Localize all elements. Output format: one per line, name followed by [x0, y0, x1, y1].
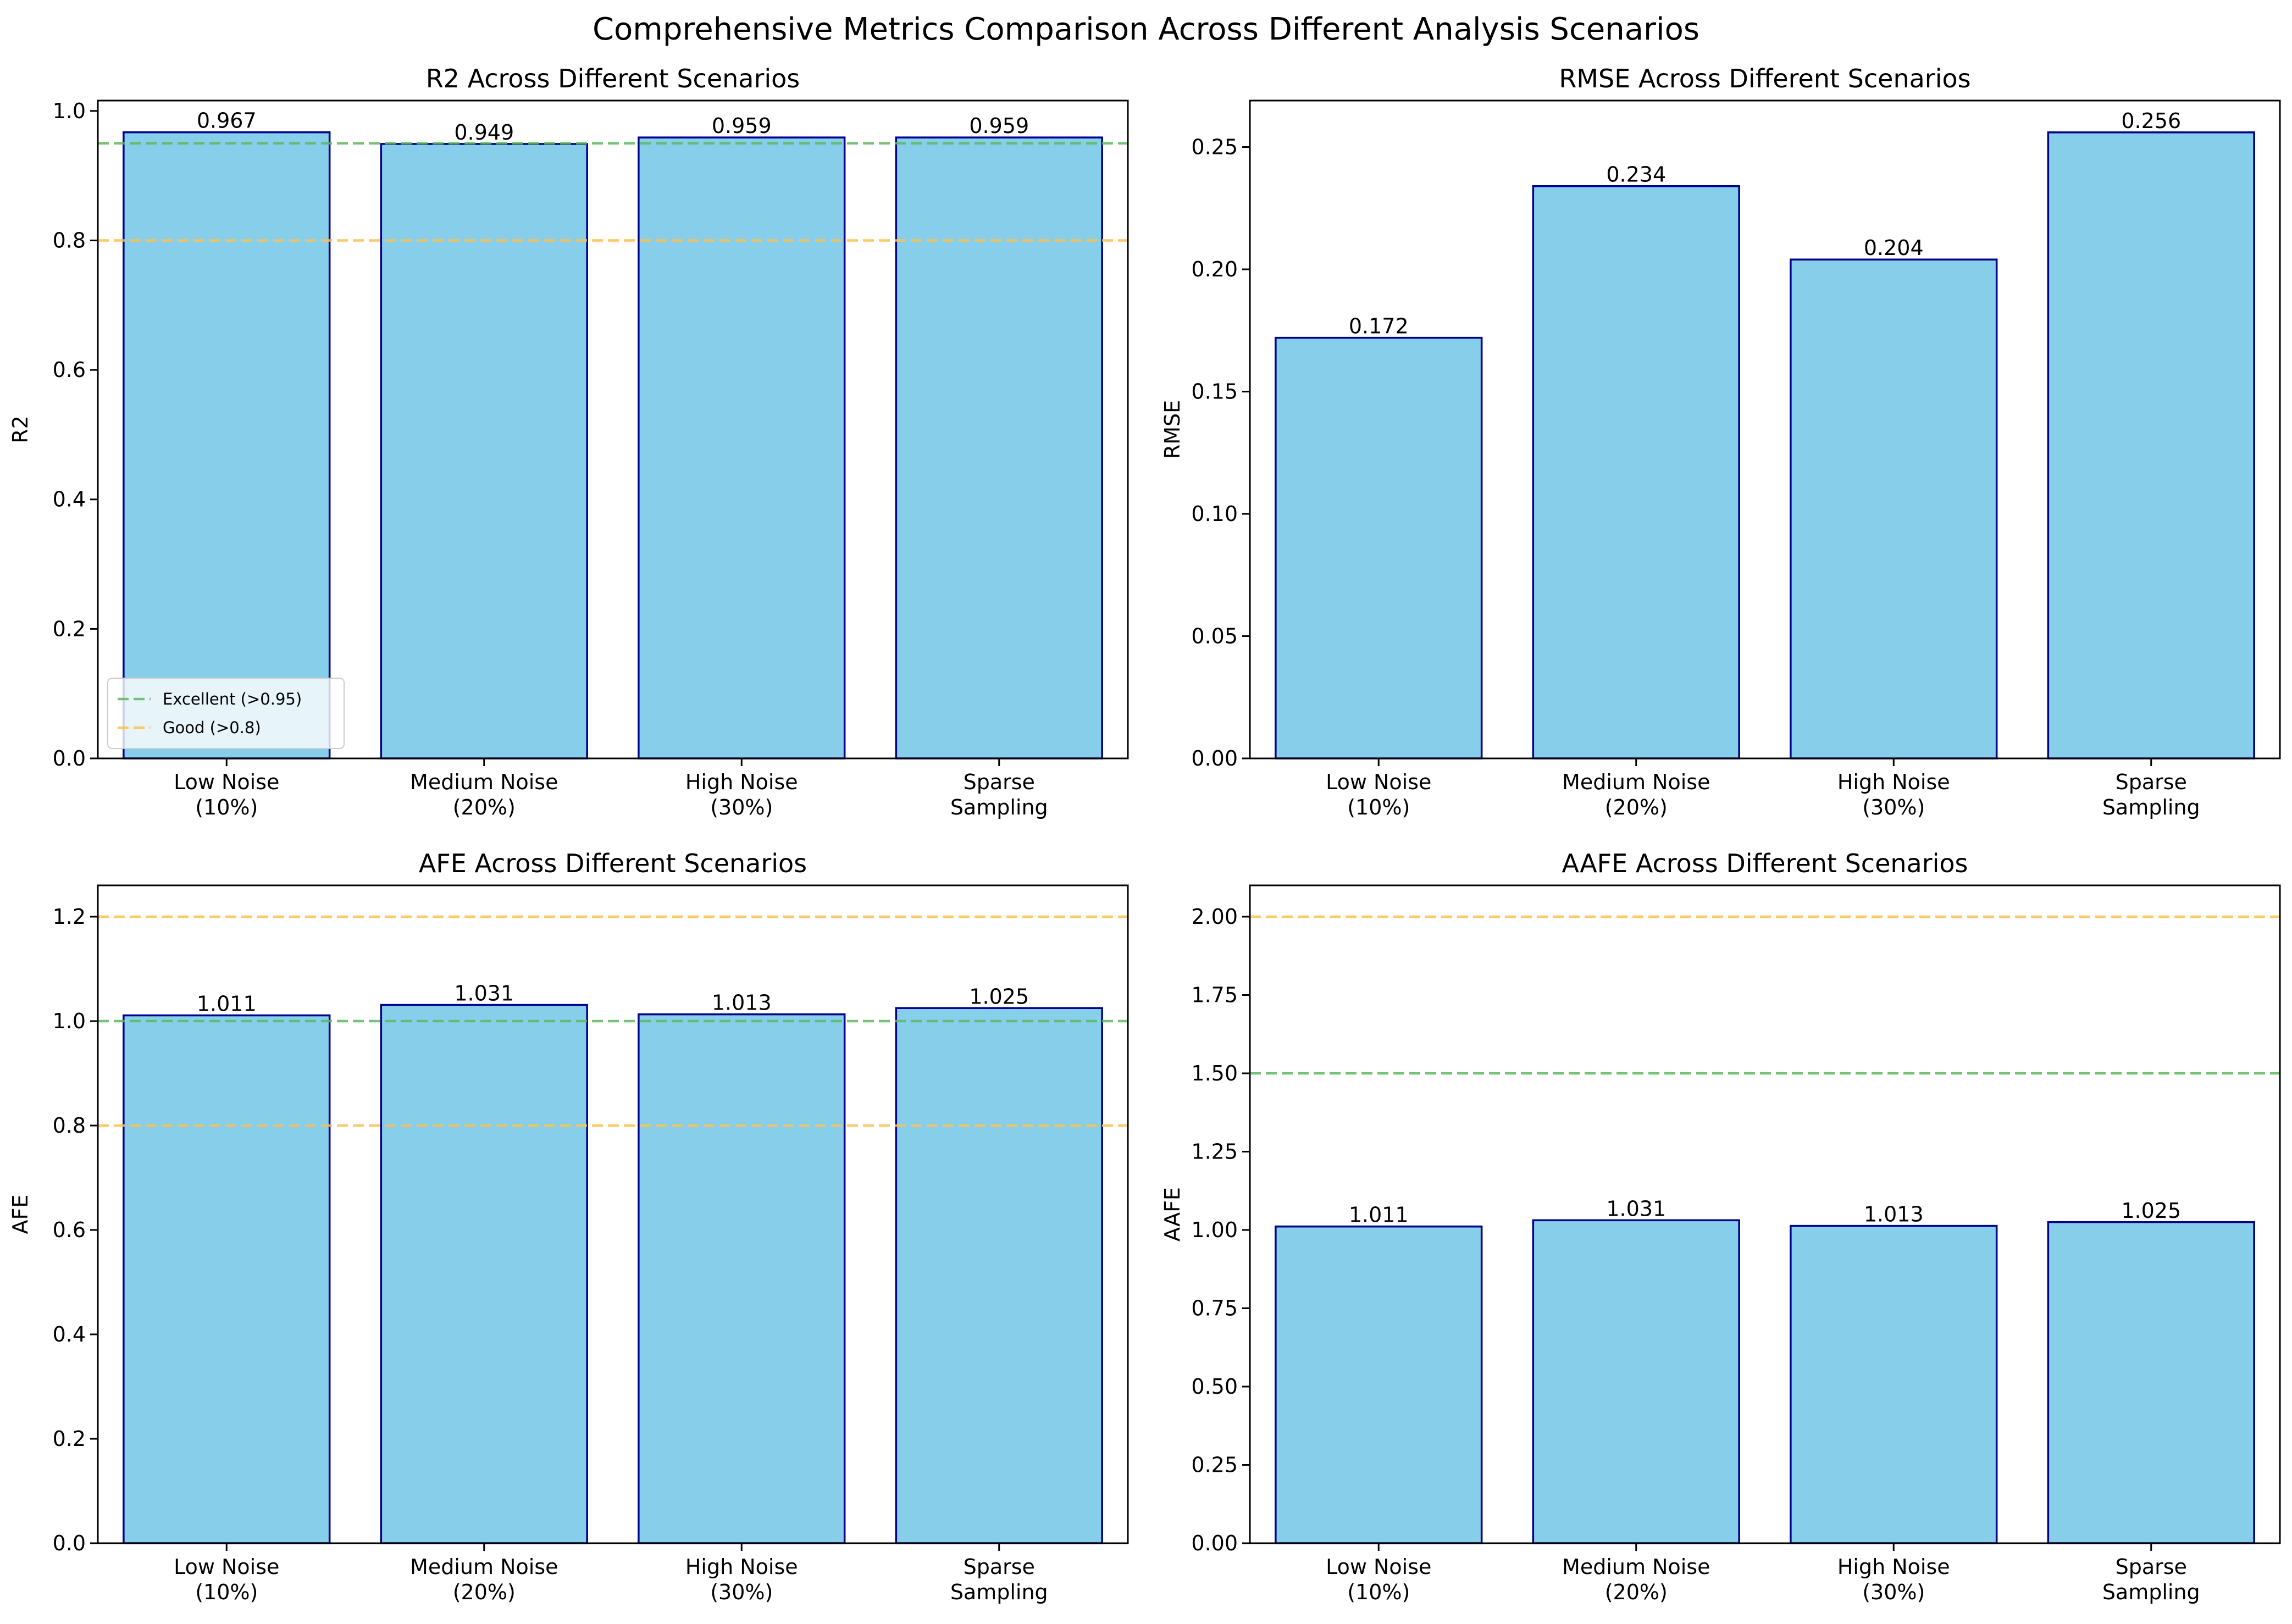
- bar-value-label: 1.031: [454, 982, 514, 1006]
- bar-value-label: 1.011: [1349, 1203, 1409, 1227]
- bar-value-label: 1.025: [2121, 1199, 2181, 1223]
- figure-title: Comprehensive Metrics Comparison Across …: [593, 12, 1699, 47]
- bar-value-label: 0.234: [1606, 163, 1666, 187]
- x-tick-label: Sparse Sampling: [950, 770, 1048, 819]
- y-tick-label: 0.20: [1191, 257, 1238, 281]
- bar: [895, 136, 1103, 760]
- y-tick-label: 0.25: [1191, 1453, 1238, 1477]
- bar: [1532, 1219, 1740, 1544]
- x-tick-label: High Noise (30%): [685, 770, 798, 819]
- bar-value-label: 0.204: [1864, 236, 1924, 260]
- y-tick-label: 0.00: [1191, 1531, 1238, 1555]
- legend-label: Excellent (>0.95): [163, 690, 302, 708]
- y-tick-label: 0.8: [53, 228, 86, 252]
- y-tick-label: 0.8: [53, 1113, 86, 1138]
- x-tick-label: Sparse Sampling: [2102, 770, 2200, 819]
- bar: [638, 1013, 846, 1544]
- y-axis-label: AAFE: [1160, 1187, 1184, 1241]
- bar-value-label: 1.031: [1606, 1196, 1666, 1221]
- bar-value-label: 1.011: [197, 992, 257, 1016]
- y-tick-label: 1.00: [1191, 1218, 1238, 1242]
- bar-value-label: 1.013: [1864, 1202, 1924, 1227]
- bar: [1275, 1225, 1483, 1544]
- x-tick-label: Sparse Sampling: [950, 1555, 1048, 1604]
- panel-title: AFE Across Different Scenarios: [419, 849, 807, 878]
- x-tick-label: High Noise (30%): [685, 1555, 798, 1604]
- y-tick-label: 0.0: [53, 1531, 86, 1555]
- x-tick-label: Low Noise (10%): [174, 770, 279, 819]
- bar: [2047, 131, 2255, 760]
- legend-box: [107, 678, 345, 749]
- legend: Excellent (>0.95) Good (>0.8): [107, 678, 345, 749]
- bar-value-label: 1.025: [969, 984, 1029, 1008]
- bar: [2047, 1221, 2255, 1544]
- bar-value-label: 0.256: [2121, 109, 2181, 133]
- bar: [380, 143, 588, 760]
- x-tick-label: Low Noise (10%): [1326, 770, 1431, 819]
- y-tick-label: 0.4: [53, 1322, 86, 1346]
- y-tick-label: 0.0: [53, 746, 86, 771]
- bar: [1790, 258, 1998, 760]
- axes-frame: [1249, 99, 2281, 760]
- bar: [380, 1004, 588, 1544]
- y-tick-label: 1.0: [53, 1009, 86, 1033]
- x-tick-label: Low Noise (10%): [174, 1555, 279, 1604]
- x-tick-label: Medium Noise (20%): [1562, 770, 1710, 819]
- y-tick-label: 0.6: [53, 1218, 86, 1242]
- bar-value-label: 0.959: [712, 114, 772, 138]
- panel-title: AAFE Across Different Scenarios: [1562, 849, 1968, 878]
- bar: [123, 1014, 331, 1544]
- x-tick-label: High Noise (30%): [1837, 770, 1950, 819]
- bar-value-label: 0.967: [197, 109, 257, 133]
- y-tick-label: 0.2: [53, 617, 86, 641]
- bar-value-label: 0.172: [1349, 314, 1409, 339]
- chart-panel-2: RMSE Across Different Scenarios RMSE 0.172…: [1160, 64, 2281, 819]
- axes-frame: [97, 99, 1129, 760]
- y-tick-label: 0.00: [1191, 746, 1238, 771]
- chart-panel-4: AAFE Across Different Scenarios AAFE 1.011…: [1160, 849, 2281, 1604]
- y-tick-label: 1.75: [1191, 983, 1238, 1007]
- bar-value-label: 0.949: [454, 120, 514, 145]
- chart-panel-3: AFE Across Different Scenarios AFE 1.011 1.…: [8, 849, 1129, 1604]
- bar: [1790, 1224, 1998, 1544]
- x-tick-label: Sparse Sampling: [2102, 1555, 2200, 1604]
- y-tick-label: 1.0: [53, 99, 86, 123]
- y-tick-label: 0.15: [1191, 380, 1238, 404]
- axes-frame: [1249, 884, 2281, 1544]
- y-tick-label: 0.4: [53, 487, 86, 512]
- y-tick-label: 2.00: [1191, 905, 1238, 929]
- bar: [638, 136, 846, 760]
- x-tick-label: Medium Noise (20%): [410, 770, 558, 819]
- y-tick-label: 0.05: [1191, 624, 1238, 649]
- y-tick-label: 0.2: [53, 1427, 86, 1451]
- y-tick-label: 1.2: [53, 905, 86, 929]
- bar-value-label: 1.013: [712, 991, 772, 1015]
- panel-title: RMSE Across Different Scenarios: [1559, 64, 1970, 93]
- bar: [123, 131, 331, 760]
- y-tick-label: 0.25: [1191, 135, 1238, 159]
- x-tick-label: Low Noise (10%): [1326, 1555, 1431, 1604]
- bar: [895, 1007, 1103, 1544]
- chart-panels: R2 Across Different Scenarios R2 0.967 0.94…: [8, 64, 2281, 1604]
- x-tick-label: Medium Noise (20%): [410, 1555, 558, 1604]
- x-tick-label: High Noise (30%): [1837, 1555, 1950, 1604]
- y-axis-label: R2: [8, 415, 32, 444]
- legend-label: Good (>0.8): [163, 718, 261, 737]
- bar: [1275, 336, 1483, 760]
- y-tick-label: 0.75: [1191, 1296, 1238, 1321]
- y-axis-label: AFE: [8, 1195, 32, 1234]
- y-tick-label: 0.6: [53, 358, 86, 382]
- panel-title: R2 Across Different Scenarios: [426, 64, 800, 93]
- y-tick-label: 0.10: [1191, 502, 1238, 526]
- y-axis-label: RMSE: [1160, 400, 1184, 459]
- y-tick-label: 1.50: [1191, 1061, 1238, 1085]
- bar-value-label: 0.959: [969, 114, 1029, 138]
- x-tick-label: Medium Noise (20%): [1562, 1555, 1710, 1604]
- axes-frame: [97, 884, 1129, 1544]
- y-tick-label: 0.50: [1191, 1374, 1238, 1399]
- bar: [1532, 185, 1740, 760]
- chart-panel-1: R2 Across Different Scenarios R2 0.967 0.94…: [8, 64, 1129, 819]
- y-tick-label: 1.25: [1191, 1140, 1238, 1164]
